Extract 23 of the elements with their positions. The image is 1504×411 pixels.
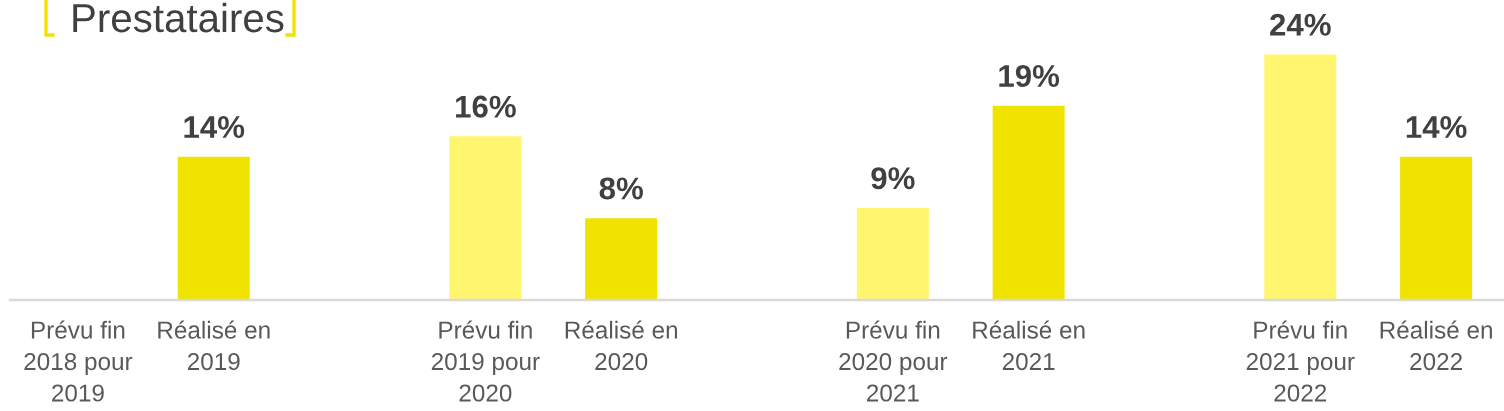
bar <box>1264 54 1337 300</box>
data-label: 24% <box>1270 13 1331 36</box>
chart-title: Prestataires <box>73 2 284 33</box>
x-tick-label: Réalisé en 2022 <box>1380 320 1492 371</box>
data-label: 16% <box>456 95 516 118</box>
bar <box>992 105 1065 300</box>
x-tick-label: Prévu fin 2018 pour 2019 <box>24 320 133 402</box>
bar <box>449 136 522 300</box>
bar <box>1400 156 1473 300</box>
bar <box>177 156 250 300</box>
x-tick-label: Prévu fin 2019 pour 2020 <box>431 320 540 402</box>
x-tick-label: Prévu fin 2021 pour 2022 <box>1246 320 1355 402</box>
data-label: 19% <box>999 64 1060 88</box>
bar <box>856 207 929 300</box>
data-label: 14% <box>1406 116 1467 139</box>
x-tick-label: Réalisé en 2020 <box>565 320 678 371</box>
data-label: 14% <box>184 116 245 139</box>
x-tick-label: Réalisé en 2019 <box>158 320 270 371</box>
bar <box>585 218 658 300</box>
data-label: 8% <box>599 177 643 200</box>
x-tick-label: Réalisé en 2021 <box>973 320 1085 371</box>
data-label: 9% <box>871 167 915 190</box>
x-tick-label: Prévu fin 2020 pour 2021 <box>839 320 948 402</box>
